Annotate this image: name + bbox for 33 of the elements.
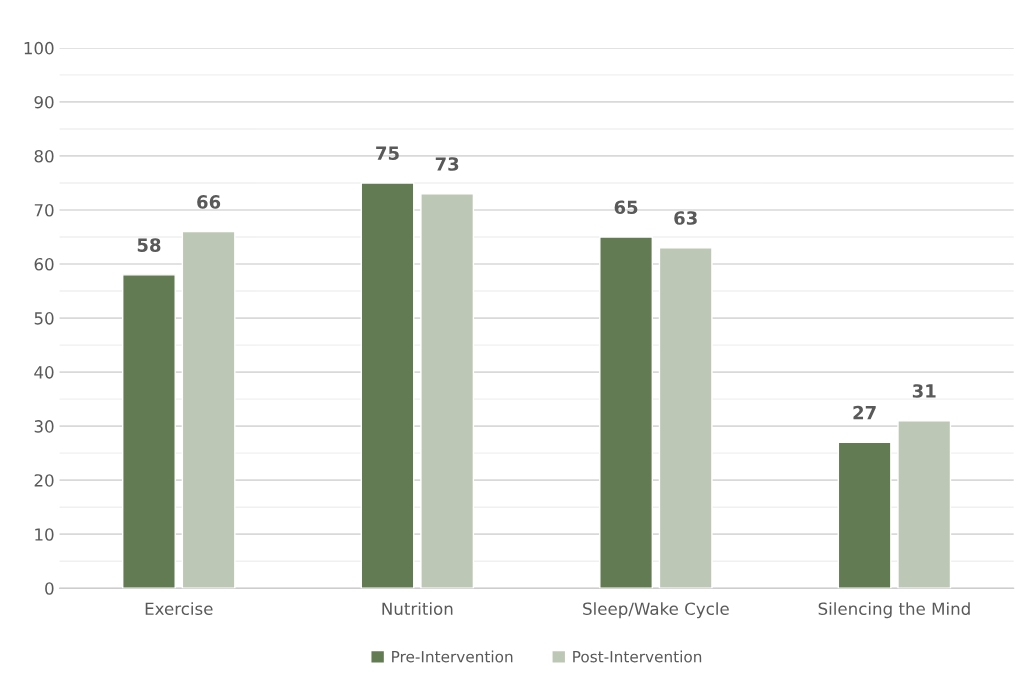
- bar: [122, 274, 176, 589]
- x-tick-label: Silencing the Mind: [818, 602, 970, 619]
- data-label: 73: [435, 157, 459, 171]
- bar: [360, 182, 415, 589]
- y-tick-label: 30: [34, 420, 54, 433]
- data-label: 58: [137, 238, 161, 252]
- data-label: 27: [853, 405, 876, 420]
- y-tick-label: 60: [34, 257, 54, 271]
- y-tick-label: 50: [34, 312, 54, 325]
- bar: [420, 193, 475, 589]
- data-label: 63: [674, 211, 697, 225]
- x-tick-label: Sleep/Wake Cycle: [583, 602, 729, 619]
- y-tick-label: 40: [34, 366, 54, 379]
- data-label: 75: [376, 146, 399, 161]
- y-tick-label: 20: [34, 474, 54, 487]
- legend-label: Post-Intervention: [573, 650, 702, 663]
- bar: [658, 247, 713, 589]
- y-tick-label: 80: [34, 149, 54, 163]
- legend-label: Pre-Intervention: [392, 650, 513, 663]
- data-label: 31: [912, 384, 936, 398]
- bar: [837, 441, 892, 589]
- bar: [897, 420, 952, 589]
- y-tick-label: 0: [45, 582, 54, 595]
- y-tick-label: 100: [24, 41, 54, 55]
- y-tick-label: 70: [34, 203, 54, 217]
- y-tick-label: 90: [34, 95, 54, 109]
- bar: [181, 230, 236, 589]
- bar: [599, 236, 653, 589]
- x-tick-label: Nutrition: [382, 602, 453, 616]
- y-tick-label: 10: [35, 528, 54, 541]
- data-label: 66: [197, 195, 221, 209]
- x-tick-label: Exercise: [145, 602, 213, 616]
- data-label: 65: [614, 200, 638, 215]
